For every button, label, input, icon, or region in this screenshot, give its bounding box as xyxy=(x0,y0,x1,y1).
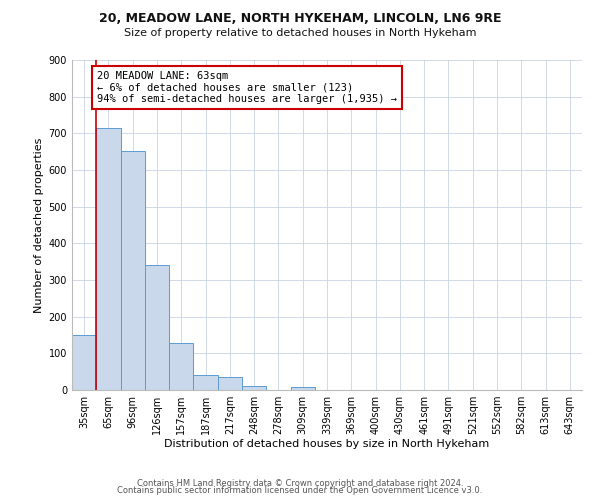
Text: 20 MEADOW LANE: 63sqm
← 6% of detached houses are smaller (123)
94% of semi-deta: 20 MEADOW LANE: 63sqm ← 6% of detached h… xyxy=(97,71,397,104)
Bar xyxy=(96,128,121,390)
Text: 20, MEADOW LANE, NORTH HYKEHAM, LINCOLN, LN6 9RE: 20, MEADOW LANE, NORTH HYKEHAM, LINCOLN,… xyxy=(99,12,501,26)
Text: Contains HM Land Registry data © Crown copyright and database right 2024.: Contains HM Land Registry data © Crown c… xyxy=(137,478,463,488)
Y-axis label: Number of detached properties: Number of detached properties xyxy=(34,138,44,312)
Bar xyxy=(193,374,218,390)
Bar xyxy=(72,335,96,390)
Text: Contains public sector information licensed under the Open Government Licence v3: Contains public sector information licen… xyxy=(118,486,482,495)
Text: Size of property relative to detached houses in North Hykeham: Size of property relative to detached ho… xyxy=(124,28,476,38)
X-axis label: Distribution of detached houses by size in North Hykeham: Distribution of detached houses by size … xyxy=(164,438,490,448)
Bar xyxy=(169,343,193,390)
Bar xyxy=(218,377,242,390)
Bar xyxy=(145,266,169,390)
Bar xyxy=(242,386,266,390)
Bar xyxy=(121,152,145,390)
Bar xyxy=(290,387,315,390)
